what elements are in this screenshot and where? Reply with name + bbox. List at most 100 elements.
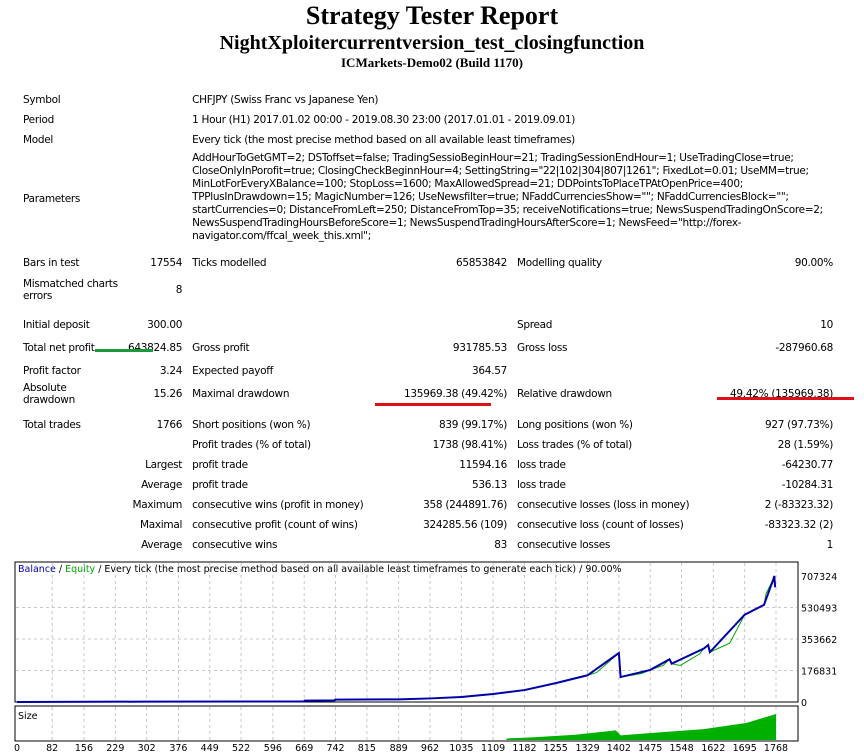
x-tick-label: 1768 [764,743,788,754]
short-label: Short positions (won %) [192,419,311,431]
avg-losses-label: consecutive losses [517,539,611,551]
gross-profit-label: Gross profit [192,342,250,354]
x-tick-label: 669 [295,743,313,754]
y-tick-label: 707324 [801,572,837,583]
symbol-value: CHFJPY (Swiss Franc vs Japanese Yen) [192,94,379,106]
bars-label: Bars in test [23,257,80,269]
profit-trades-label: Profit trades (% of total) [192,439,311,451]
largest-loss-value: -64230.77 [781,459,834,471]
period-row: Period 1 Hour (H1) 2017.01.02 00:00 - 201… [18,110,838,130]
deposit-value: 300.00 [147,319,183,331]
max-dd-value: 135969.38 (49.42%) [404,388,507,400]
x-tick-label: 0 [14,743,20,754]
gross-loss-label: Gross loss [517,342,568,354]
period-label: Period [23,114,54,126]
y-tick-label: 0 [801,698,807,709]
report-title: Strategy Tester Report [305,1,559,30]
maximum-label: Maximum [132,499,183,511]
size-label: Size [18,711,38,722]
max-losses-label: consecutive losses (loss in money) [517,499,690,511]
maxl-loss-value: -83323.32 (2) [764,519,834,531]
symbol-label: Symbol [23,94,61,106]
x-tick-label: 1402 [607,743,631,754]
loss-trades-label: Loss trades (% of total) [517,439,632,451]
payoff-label: Expected payoff [192,365,274,377]
long-value: 927 (97.73%) [764,419,833,431]
avg-wins-label: consecutive wins [192,539,278,551]
expert-name: NightXploitercurrentversion_test_closing… [219,32,645,54]
x-tick-label: 1109 [481,743,505,754]
x-tick-label: 156 [75,743,93,754]
parameters-label: Parameters [23,192,81,205]
average-label: Average [141,479,183,491]
largest-loss-label: loss trade [517,459,566,471]
largest-label: Largest [145,459,183,471]
gross-loss-value: -287960.68 [775,342,833,354]
balance-chart: Balance / Equity / Every tick (the most … [14,561,837,754]
chart-legend: Balance / Equity / Every tick (the most … [18,564,622,575]
max-losses-value: 2 (-83323.32) [764,499,834,511]
trades-value: 1766 [156,419,183,431]
long-label: Long positions (won %) [517,419,633,431]
avg-loss-value: -10284.31 [781,479,834,491]
x-tick-label: 449 [201,743,219,754]
spread-value: 10 [820,319,833,331]
net-profit-value: 643824.85 [128,342,183,354]
largest-profit-value: 11594.16 [459,459,507,471]
gross-profit-value: 931785.53 [452,342,507,354]
max-dd-label: Maximal drawdown [192,388,290,400]
rel-dd-value: 49.42% (135969.38) [730,388,833,400]
server-name: ICMarkets-Demo02 (Build 1170) [341,55,523,70]
maxl-loss-label: consecutive loss (count of losses) [517,519,684,531]
y-tick-label: 353662 [801,635,837,646]
largest-profit-label: profit trade [192,459,248,471]
x-tick-label: 596 [264,743,282,754]
average2-label: Average [141,539,183,551]
size-area [506,714,776,740]
x-tick-label: 376 [169,743,187,754]
profit-trades-value: 1738 (98.41%) [432,439,508,451]
balance-line [16,575,777,703]
max-dd-red-underline [375,403,491,406]
abs-dd-value: 15.26 [153,388,183,400]
x-tick-label: 82 [46,743,58,754]
x-tick-label: 302 [138,743,156,754]
short-value: 839 (99.17%) [438,419,507,431]
net-profit-green-underline [95,349,153,352]
net-profit-label: Total net profit [23,342,95,354]
quality-label: Modelling quality [517,257,602,269]
x-tick-label: 1035 [449,743,473,754]
abs-dd-label: Absolute drawdown [23,382,75,406]
profit-factor-value: 3.24 [159,365,183,377]
mismatch-value: 8 [175,284,183,296]
ticks-value: 65853842 [455,257,507,269]
y-tick-label: 176831 [801,667,837,678]
maxl-profit-value: 324285.56 (109) [423,519,507,531]
symbol-row: Symbol CHFJPY (Swiss Franc vs Japanese Ye… [18,90,838,110]
maxl-profit-label: consecutive profit (count of wins) [192,519,358,531]
model-value: Every tick (the most precise method base… [192,134,575,146]
x-tick-label: 1182 [512,743,536,754]
maximal-label: Maximal [139,519,183,531]
quality-value: 90.00% [794,257,834,269]
ticks-label: Ticks modelled [192,257,267,269]
avg-losses-value: 1 [826,539,834,551]
report-table: Symbol CHFJPY (Swiss Franc vs Japanese Ye… [18,90,838,555]
avg-profit-value: 536.13 [472,479,507,491]
period-value: 1 Hour (H1) 2017.01.02 00:00 - 2019.08.3… [192,114,576,126]
deposit-label: Initial deposit [23,319,90,331]
x-tick-label: 889 [390,743,408,754]
rel-dd-label: Relative drawdown [517,388,612,400]
mismatch-label: Mismatched charts errors [23,278,118,302]
x-tick-label: 1475 [638,743,662,754]
trades-label: Total trades [23,419,81,431]
x-tick-label: 962 [421,743,439,754]
main-panel [14,561,799,703]
x-tick-label: 742 [326,743,344,754]
model-label: Model [23,134,54,146]
spread-label: Spread [517,319,553,331]
x-tick-label: 1329 [575,743,599,754]
parameters-value: AddHourToGetGMT=2; DSToffset=false; Trad… [192,152,823,242]
model-row: Model Every tick (the most precise method… [18,130,838,150]
avg-loss-label: loss trade [517,479,566,491]
